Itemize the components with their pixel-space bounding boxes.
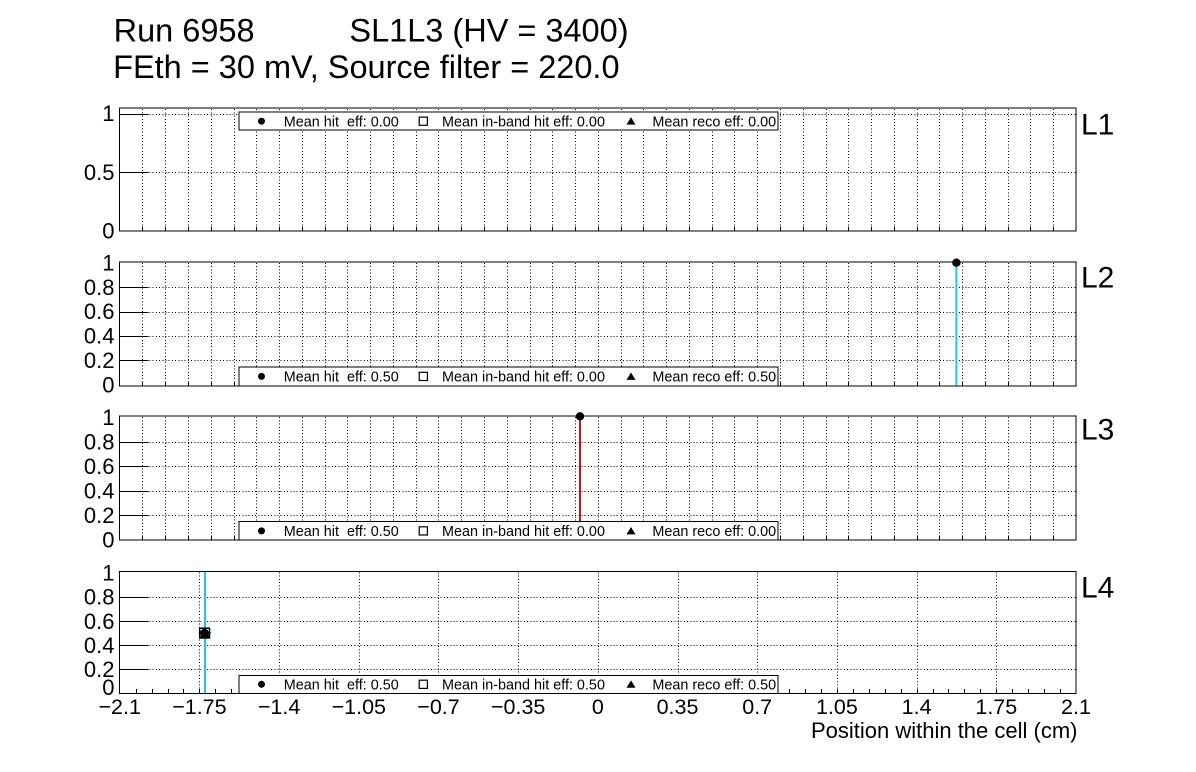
svg-text:0.4: 0.4 (84, 479, 115, 504)
svg-text:0: 0 (102, 528, 114, 553)
svg-text:0.2: 0.2 (84, 348, 115, 373)
svg-text:0.5: 0.5 (84, 160, 115, 185)
svg-text:0.8: 0.8 (84, 429, 115, 454)
svg-text:Mean reco eff: 0.50: Mean reco eff: 0.50 (652, 678, 776, 694)
svg-text:L3: L3 (1081, 414, 1114, 447)
svg-text:0: 0 (102, 675, 114, 700)
svg-text:0.6: 0.6 (84, 299, 115, 324)
svg-text:Mean hit eff: 0.50: Mean hit eff: 0.50 (284, 370, 399, 386)
svg-text:Mean in-band hit eff: 0.00: Mean in-band hit eff: 0.00 (442, 370, 605, 386)
svg-text:−1.05: −1.05 (332, 695, 386, 719)
svg-text:1.75: 1.75 (975, 695, 1017, 719)
svg-text:2.1: 2.1 (1061, 695, 1091, 719)
svg-text:SL1L3 (HV = 3400): SL1L3 (HV = 3400) (349, 13, 628, 49)
svg-text:0: 0 (102, 219, 114, 244)
svg-text:0.7: 0.7 (742, 695, 772, 719)
svg-text:−0.7: −0.7 (417, 695, 459, 719)
svg-text:1: 1 (102, 405, 114, 430)
svg-text:Position within the cell (cm): Position within the cell (cm) (811, 718, 1078, 743)
svg-text:FEth = 30 mV, Source filter =: FEth = 30 mV, Source filter = 220.0 (113, 49, 619, 85)
svg-text:Mean hit eff: 0.50: Mean hit eff: 0.50 (284, 524, 399, 540)
svg-text:1: 1 (102, 101, 114, 126)
svg-text:Mean reco eff: 0.50: Mean reco eff: 0.50 (652, 370, 776, 386)
svg-text:L1: L1 (1081, 109, 1114, 142)
svg-text:0.8: 0.8 (84, 275, 115, 300)
svg-text:Mean reco eff: 0.00: Mean reco eff: 0.00 (652, 114, 776, 130)
svg-text:L4: L4 (1081, 571, 1114, 604)
svg-text:−0.35: −0.35 (491, 695, 545, 719)
svg-text:Mean hit eff: 0.50: Mean hit eff: 0.50 (284, 678, 399, 694)
svg-text:L2: L2 (1081, 262, 1114, 295)
svg-text:Mean hit eff: 0.00: Mean hit eff: 0.00 (284, 114, 399, 130)
svg-text:0.6: 0.6 (84, 454, 115, 479)
svg-text:−2.1: −2.1 (98, 695, 140, 719)
svg-text:0.2: 0.2 (84, 503, 115, 528)
svg-text:1.05: 1.05 (816, 695, 858, 719)
svg-text:1: 1 (102, 251, 114, 276)
svg-text:1.4: 1.4 (902, 695, 932, 719)
svg-text:−1.75: −1.75 (172, 695, 226, 719)
svg-text:0.8: 0.8 (84, 585, 115, 610)
svg-text:0: 0 (102, 372, 114, 397)
svg-text:0: 0 (592, 695, 604, 719)
svg-text:Mean in-band hit eff: 0.00: Mean in-band hit eff: 0.00 (442, 524, 605, 540)
svg-text:Mean in-band hit eff: 0.50: Mean in-band hit eff: 0.50 (442, 678, 605, 694)
svg-text:Mean in-band hit eff: 0.00: Mean in-band hit eff: 0.00 (442, 114, 605, 130)
svg-text:Mean reco eff: 0.00: Mean reco eff: 0.00 (652, 524, 776, 540)
svg-text:1: 1 (102, 561, 114, 586)
svg-text:0.6: 0.6 (84, 609, 115, 634)
svg-text:0.4: 0.4 (84, 633, 115, 658)
svg-text:0.4: 0.4 (84, 324, 115, 349)
svg-text:0.2: 0.2 (84, 657, 115, 682)
svg-text:−1.4: −1.4 (258, 695, 300, 719)
svg-text:0.35: 0.35 (657, 695, 699, 719)
svg-text:Run 6958: Run 6958 (114, 13, 255, 49)
